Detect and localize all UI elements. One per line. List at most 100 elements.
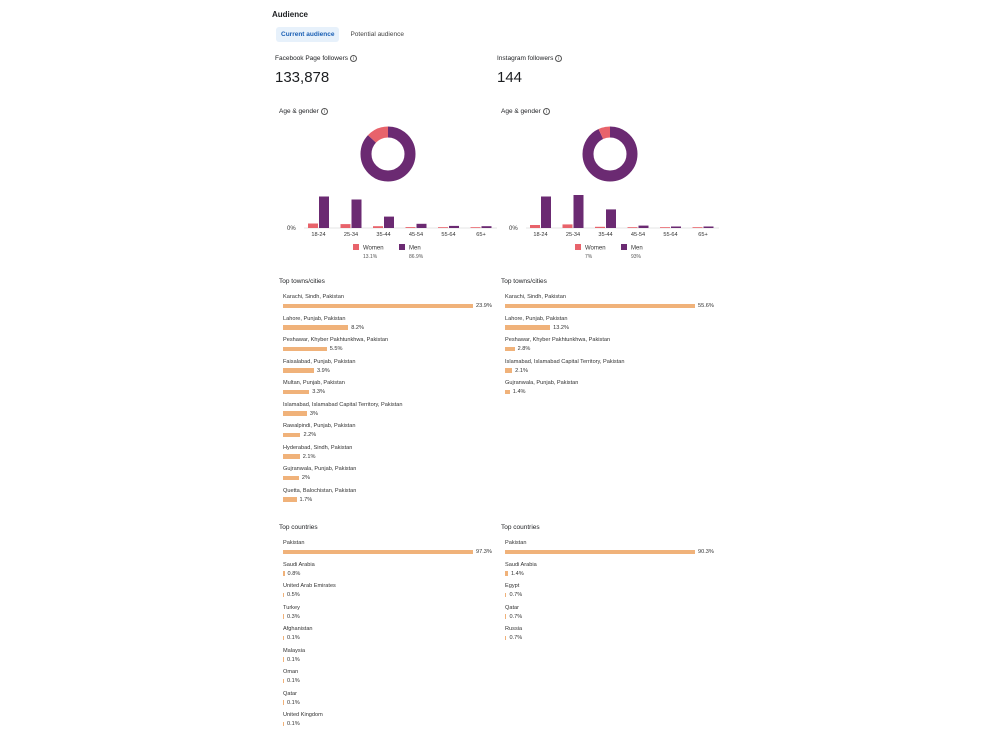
list-item-name: Gujranwala, Punjab, Pakistan [505, 380, 579, 386]
list-item-value: 1.7% [299, 496, 313, 503]
tab-current-audience[interactable]: Current audience [276, 27, 340, 42]
list-item: Gujranwala, Punjab, Pakistan 1.4% [505, 380, 714, 402]
list-item-bar-row: 0.5% [283, 592, 492, 598]
list-item-bar [283, 635, 284, 641]
bar-men-45-54[interactable] [416, 223, 427, 228]
bar-men-18-24[interactable] [541, 196, 551, 229]
legend-label-women: Women [363, 246, 384, 252]
list-item-bar-row: 5.5% [283, 346, 492, 352]
list-item-name: Quetta, Balochistan, Pakistan [283, 487, 357, 494]
list-item-bar [505, 614, 507, 619]
age-gender-chart: 0% 18-24 25-34 35-44 45-54 55-64 65+ Women 13.1%… [287, 126, 497, 260]
bar-men-65+[interactable] [481, 226, 492, 228]
bar-women-35-44[interactable] [595, 226, 605, 228]
bar-women-18-24[interactable] [530, 225, 540, 228]
list-item-bar [505, 549, 695, 555]
list-item-value: 0.7% [509, 635, 523, 641]
bar-men-65+[interactable] [703, 226, 714, 229]
info-icon[interactable]: i [350, 55, 357, 62]
list-item-value: 0.3% [287, 613, 300, 620]
bar-women-45-54[interactable] [405, 227, 416, 228]
y-axis-zero-label: 0% [509, 226, 518, 232]
metric-label: Facebook Page followers i [275, 55, 357, 62]
countries-label: Top countries [279, 524, 318, 531]
list-item-bar-row: 0.8% [283, 571, 492, 577]
list-item-bar-row: 0.3% [283, 614, 492, 620]
bar-women-25-34[interactable] [562, 224, 573, 228]
bar-men-55-64[interactable] [671, 226, 681, 229]
bar-men-45-54[interactable] [638, 225, 649, 228]
donut-slice-men[interactable] [582, 126, 638, 182]
bar-women-18-24[interactable] [308, 223, 318, 229]
bar-men-25-34[interactable] [351, 199, 362, 229]
donut-slice-women[interactable] [582, 126, 638, 182]
bar-women-65+[interactable] [692, 227, 703, 228]
list-item-bar-row: 23.9% [283, 303, 492, 309]
metric-value: 133,878 [275, 69, 330, 86]
list-item-bar [505, 571, 508, 576]
list-item-value: 1.4% [510, 570, 524, 577]
list-item-value: 0.1% [287, 678, 300, 684]
list-item: Russia 0.7% [505, 626, 714, 648]
legend-label-men: Men [409, 246, 421, 252]
list-item-bar-row: 3.9% [283, 368, 492, 374]
list-item-bar-row: 0.7% [505, 635, 714, 641]
list-item-value: 97.3% [476, 549, 492, 555]
info-icon[interactable]: i [555, 55, 563, 62]
list-item-bar [505, 389, 510, 395]
list-item-name: Turkey [283, 604, 300, 611]
list-item-bar-row: 0.7% [505, 592, 714, 598]
list-item-value: 2.8% [517, 346, 531, 352]
list-item-bar-row: 1.4% [505, 571, 714, 577]
list-item-bar [505, 635, 507, 641]
bar-men-25-34[interactable] [573, 195, 584, 228]
bar-women-35-44[interactable] [373, 226, 383, 228]
list-item: Islamabad, Islamabad Capital Territory, … [283, 402, 492, 424]
age-gender-label: Age & gender i [279, 108, 328, 115]
tab-potential-audience[interactable]: Potential audience [350, 31, 404, 38]
list-item-value: 2.1% [302, 453, 316, 460]
bar-men-35-44[interactable] [606, 209, 616, 228]
list-item-name: Islamabad, Islamabad Capital Territory, … [505, 358, 625, 365]
list-item-name: Gujranwala, Punjab, Pakistan [283, 466, 357, 472]
bar-women-55-64[interactable] [438, 227, 448, 228]
list-item-name: Karachi, Sindh, Pakistan [505, 294, 566, 300]
metric-label-text: Facebook Page followers [275, 55, 348, 62]
list-item: Turkey 0.3% [283, 605, 492, 627]
list-item: Qatar 0.7% [505, 605, 714, 627]
list-item: Faisalabad, Punjab, Pakistan 3.9% [283, 359, 492, 381]
bar-men-55-64[interactable] [449, 225, 459, 228]
list-item-name: Peshawar, Khyber Pakhtunkhwa, Pakistan [505, 337, 611, 343]
list-item-bar [283, 571, 285, 576]
bar-women-45-54[interactable] [627, 227, 638, 228]
cities-label-text: Top towns/cities [279, 278, 325, 285]
legend-pct-men: 86.9% [409, 254, 424, 260]
age-gender-label-text: Age & gender [501, 108, 541, 115]
y-axis-zero-label: 0% [287, 226, 296, 232]
legend-swatch-men [621, 244, 627, 250]
list-item-value: 0.7% [509, 613, 523, 620]
list-item: Peshawar, Khyber Pakhtunkhwa, Pakistan 2.… [505, 337, 714, 359]
list-item-bar [283, 475, 299, 481]
list-item: United Arab Emirates 0.5% [283, 583, 492, 605]
list-item-name: Lahore, Punjab, Pakistan [505, 315, 568, 322]
list-item: Pakistan 97.3% [283, 540, 492, 562]
x-tick-label: 45-54 [409, 232, 423, 238]
legend-swatch-women [353, 244, 359, 250]
countries-label-text: Top countries [501, 524, 540, 531]
list-item-name: Islamabad, Islamabad Capital Territory, … [283, 401, 403, 408]
info-icon[interactable]: i [320, 108, 328, 115]
list-item-bar-row: 55.6% [505, 303, 714, 309]
bar-men-35-44[interactable] [384, 216, 394, 228]
bar-women-25-34[interactable] [340, 224, 351, 228]
bar-men-18-24[interactable] [319, 196, 329, 229]
donut-slice-women[interactable] [360, 126, 416, 182]
list-item-bar [505, 325, 551, 330]
x-tick-label: 18-24 [311, 232, 325, 238]
list-item-value: 2.1% [515, 367, 528, 374]
list-item-bar [283, 303, 473, 309]
info-icon[interactable]: i [542, 108, 550, 115]
list-item-value: 13.2% [553, 324, 569, 331]
bar-women-65+[interactable] [470, 227, 481, 228]
bar-women-55-64[interactable] [660, 227, 670, 228]
